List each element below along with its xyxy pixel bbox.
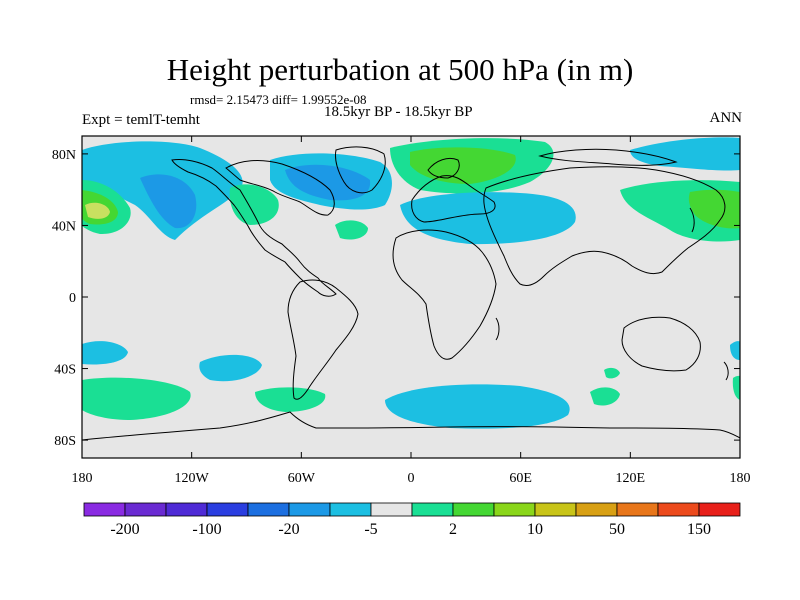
colorbar-label: 50 — [609, 521, 625, 538]
lat-label: 0 — [69, 291, 76, 306]
anomaly-region — [85, 202, 110, 219]
anomaly-region — [229, 184, 279, 225]
anomaly-region — [604, 367, 620, 379]
colorbar-swatch — [534, 502, 577, 517]
colorbar: -200 -100 -20 -5 2 10 50 150 — [83, 502, 741, 538]
anomaly-region — [82, 341, 128, 365]
period-label: 18.5kyr BP - 18.5kyr BP — [324, 104, 473, 120]
coastlines — [82, 146, 740, 441]
season-label: ANN — [709, 110, 743, 126]
colorbar-swatch — [165, 502, 208, 517]
coastline — [392, 229, 497, 360]
coastline — [171, 159, 337, 297]
anomaly-region — [630, 137, 740, 171]
anomaly-region — [688, 189, 740, 229]
coastline — [427, 157, 460, 179]
anomaly-region — [730, 341, 740, 360]
anomaly-region — [385, 384, 570, 429]
coastline — [483, 166, 726, 287]
colorbar-swatch — [493, 502, 536, 517]
colorbar-swatch — [124, 502, 167, 517]
lon-label: 60E — [509, 471, 532, 486]
coastline — [723, 361, 729, 381]
colorbar-swatch — [329, 502, 372, 517]
colorbar-label: -20 — [278, 521, 299, 538]
colorbar-swatch — [206, 502, 249, 517]
colorbar-swatch — [247, 502, 290, 517]
stats-text: rmsd= 2.15473 diff= 1.99552e-08 — [190, 92, 367, 107]
coastline — [538, 148, 678, 166]
coastline — [495, 317, 500, 341]
anomaly-region — [732, 375, 740, 400]
colorbar-swatch — [698, 502, 741, 517]
lat-label: 40N — [52, 219, 76, 234]
coastline — [621, 316, 701, 372]
colorbar-swatch — [575, 502, 618, 517]
latitude-axis: 80N 40N 0 40S 80S — [52, 148, 740, 449]
anomaly-fields — [82, 137, 740, 429]
coastline — [411, 175, 496, 223]
lat-label: 80N — [52, 148, 76, 163]
colorbar-swatch — [452, 502, 495, 517]
colorbar-label: 2 — [449, 521, 457, 538]
coastline — [689, 207, 695, 233]
anomaly-region — [140, 174, 197, 229]
coastline — [82, 411, 740, 441]
lon-label: 180 — [72, 471, 93, 486]
colorbar-label: 150 — [687, 521, 711, 538]
colorbar-swatch — [288, 502, 331, 517]
lon-label: 120W — [175, 471, 210, 486]
anomaly-region — [255, 387, 326, 412]
coastline — [225, 160, 335, 216]
lat-label: 80S — [54, 434, 76, 449]
lon-label: 120E — [616, 471, 646, 486]
colorbar-swatch — [370, 502, 413, 517]
experiment-label: Expt = temlT-temht — [82, 112, 200, 128]
anomaly-region — [410, 147, 516, 184]
anomaly-region — [590, 387, 620, 406]
colorbar-swatch — [411, 502, 454, 517]
colorbar-swatch — [657, 502, 700, 517]
longitude-axis: 180 120W 60W 0 60E 120E 180 — [72, 136, 751, 486]
coastline — [335, 146, 386, 194]
colorbar-label: 10 — [527, 521, 543, 538]
anomaly-region — [199, 354, 262, 382]
map-title: Height perturbation at 500 hPa (in m) — [166, 52, 634, 87]
colorbar-swatch — [616, 502, 659, 517]
coastline — [287, 279, 359, 400]
lon-label: 60W — [288, 471, 316, 486]
lon-label: 180 — [730, 471, 751, 486]
colorbar-label: -5 — [364, 521, 377, 538]
anomaly-region — [82, 377, 191, 420]
lat-label: 40S — [54, 363, 76, 378]
colorbar-swatch — [83, 502, 126, 517]
colorbar-label: -200 — [110, 521, 139, 538]
lon-label: 0 — [408, 471, 415, 486]
colorbar-label: -100 — [192, 521, 221, 538]
anomaly-region — [335, 220, 368, 240]
